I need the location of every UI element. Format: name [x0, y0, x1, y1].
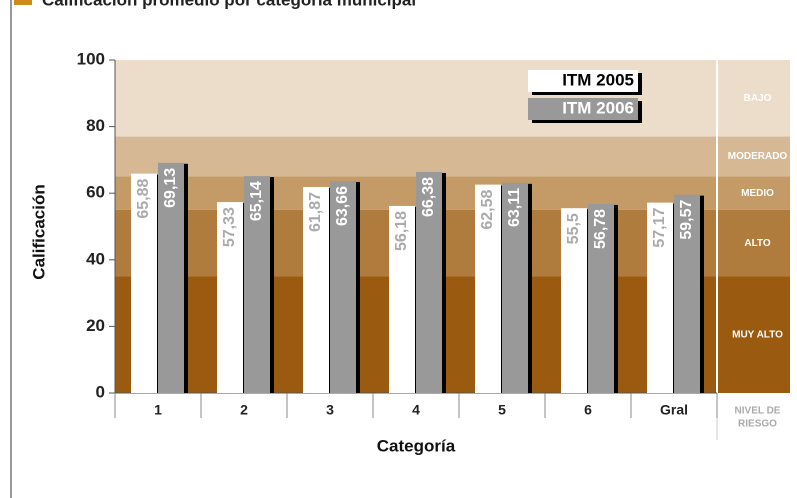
value-label: 62,58: [479, 190, 496, 230]
risk-label: MUY ALTO: [732, 329, 783, 340]
value-label: 57,33: [221, 207, 238, 247]
risk-band: [115, 136, 790, 177]
y-tick-label: 0: [96, 382, 105, 401]
y-tick-label: 100: [77, 49, 105, 68]
y-tick-label: 20: [86, 316, 105, 335]
bar: [131, 173, 157, 393]
value-label: 66,38: [420, 177, 437, 217]
bar: [647, 202, 673, 393]
value-label: 59,57: [678, 200, 695, 240]
value-label: 56,18: [393, 211, 410, 251]
x-tick-label: 3: [326, 402, 334, 418]
risk-axis-label: NIVEL DE: [735, 406, 781, 417]
risk-label: ALTO: [744, 238, 771, 249]
value-label: 69,13: [162, 168, 179, 208]
bar: [588, 203, 614, 393]
value-label: 55,5: [565, 213, 582, 244]
value-label: 63,11: [506, 188, 523, 227]
bar: [244, 176, 270, 393]
value-label: 63,66: [334, 186, 351, 226]
bar: [475, 184, 501, 393]
legend-swatch: [528, 98, 638, 120]
bar: [674, 194, 700, 393]
y-tick-label: 60: [86, 183, 105, 202]
bar: [502, 182, 528, 393]
risk-band: [115, 60, 790, 137]
bar: [389, 205, 415, 393]
x-tick-label: 4: [412, 402, 420, 418]
legend-label: ITM 2006: [562, 98, 634, 117]
risk-label: MEDIO: [741, 188, 774, 199]
y-tick-label: 80: [86, 116, 105, 135]
bar: [217, 202, 243, 393]
legend-label: ITM 2005: [562, 70, 634, 89]
x-tick-label: 1: [154, 402, 162, 418]
bar: [303, 186, 329, 393]
left-border: [10, 0, 12, 498]
bar: [330, 181, 356, 393]
risk-label: MODERADO: [728, 151, 788, 162]
value-label: 61,87: [307, 192, 324, 232]
risk-axis-label: RIESGO: [738, 419, 777, 430]
risk-label: BAJO: [744, 93, 772, 104]
legend-swatch: [528, 70, 638, 92]
x-tick-label: 6: [584, 402, 592, 418]
chart-title: Calificación promedio por categoría muni…: [42, 0, 416, 9]
value-label: 57,17: [651, 208, 668, 248]
value-label: 65,14: [248, 181, 265, 221]
x-axis-label: Categoría: [377, 436, 456, 455]
value-label: 65,88: [135, 179, 152, 219]
y-axis-label: Calificación: [29, 184, 48, 279]
x-tick-label: 5: [498, 402, 506, 418]
bar: [561, 208, 587, 393]
x-tick-label: Gral: [660, 402, 688, 418]
value-label: 56,78: [592, 209, 609, 249]
bar: [416, 171, 442, 393]
x-tick-label: 2: [240, 402, 248, 418]
y-tick-label: 40: [86, 249, 105, 268]
title-icon: [14, 0, 32, 5]
bar: [158, 162, 184, 393]
